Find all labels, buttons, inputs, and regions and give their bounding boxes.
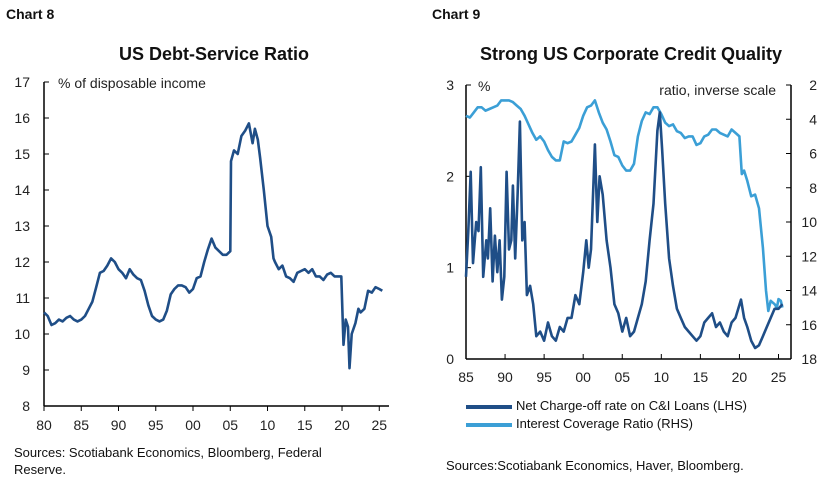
chart-9-right-tick-label: 16: [801, 317, 817, 333]
chart-9-x-tick-label: 10: [654, 369, 670, 385]
chart-8-y-tick-label: 11: [15, 290, 30, 306]
legend-item-interest-coverage: Interest Coverage Ratio (RHS): [466, 416, 693, 431]
chart-8-x-tick-label: 85: [73, 417, 89, 433]
chart-9-sources: Sources:Scotiabank Economics, Haver, Blo…: [446, 458, 744, 473]
chart-9-left-tick-label: 1: [446, 260, 454, 276]
chart-9-x-tick-label: 85: [458, 369, 474, 385]
chart-9-right-tick-label: 2: [809, 77, 817, 93]
chart-9-right-tick-label: 10: [801, 214, 817, 230]
chart-8-y-tick-label: 16: [14, 110, 30, 126]
chart-8-y-tick-label: 15: [14, 146, 30, 162]
chart-8-x-tick-label: 00: [185, 417, 201, 433]
chart-9-right-tick-label: 6: [809, 146, 817, 162]
chart-9-left-unit-label: %: [478, 78, 490, 94]
chart-9-right-tick-label: 14: [801, 283, 817, 299]
chart-9-right-unit-label: ratio, inverse scale: [659, 82, 776, 98]
chart-8-title: US Debt-Service Ratio: [118, 44, 310, 64]
chart-8-sources: Sources: Scotiabank Economics, Bloomberg…: [14, 445, 322, 477]
chart-9-x-tick-label: 20: [732, 369, 748, 385]
chart-9-x-tick-label: 00: [575, 369, 591, 385]
chart-8-label: Chart 8: [6, 6, 55, 22]
chart-9-x-tick-label: 05: [614, 369, 630, 385]
chart-9-x-tick-label: 95: [536, 369, 552, 385]
legend-swatch-interest-coverage: [466, 422, 512, 427]
chart-8-y-tick-label: 9: [22, 362, 30, 378]
chart-8-unit-label: % of disposable income: [58, 75, 206, 91]
chart-8-x-tick-label: 25: [371, 417, 387, 433]
chart-8-x-tick-label: 95: [148, 417, 164, 433]
chart-9-left-tick-label: 3: [446, 77, 454, 93]
chart-8-x-tick-label: 20: [334, 417, 350, 433]
chart-8-y-tick-label: 13: [14, 218, 30, 234]
chart-9-right-tick-label: 12: [801, 248, 817, 264]
chart-9-left-tick-label: 2: [446, 168, 454, 184]
chart-8-x-tick-label: 10: [260, 417, 276, 433]
chart-8-x-tick-label: 05: [222, 417, 238, 433]
chart-8-x-tick-label: 90: [111, 417, 127, 433]
chart-9-x-tick-label: 25: [771, 369, 787, 385]
legend-swatch-charge-off: [466, 404, 512, 409]
chart-9-charge-off-line: [464, 111, 784, 350]
chart-9-title: Strong US Corporate Credit Quality: [479, 44, 783, 64]
chart-9-interest-coverage-line: [465, 99, 784, 313]
legend-label-interest-coverage: Interest Coverage Ratio (RHS): [516, 416, 694, 431]
chart-8-series-line: [43, 122, 383, 370]
legend-item-charge-off: Net Charge-off rate on C&I Loans (LHS): [466, 398, 747, 413]
chart-8-x-tick-label: 15: [297, 417, 313, 433]
chart-9-right-tick-label: 4: [809, 111, 817, 127]
legend-label-charge-off: Net Charge-off rate on C&I Loans (LHS): [516, 398, 747, 413]
chart-9-x-tick-label: 90: [497, 369, 513, 385]
chart-8-y-tick-label: 12: [14, 254, 30, 270]
chart-9-label: Chart 9: [432, 6, 481, 22]
chart-8-y-tick-label: 10: [14, 326, 30, 342]
chart-8-y-tick-label: 8: [22, 398, 30, 414]
chart-9-right-tick-label: 8: [809, 180, 817, 196]
chart-9-left-tick-label: 0: [446, 351, 454, 367]
chart-8-y-tick-label: 14: [14, 182, 30, 198]
chart-8-x-tick-label: 80: [36, 417, 52, 433]
chart-9-x-tick-label: 15: [693, 369, 709, 385]
chart-9-right-tick-label: 18: [801, 351, 817, 367]
chart-8-y-tick-label: 17: [14, 74, 30, 90]
